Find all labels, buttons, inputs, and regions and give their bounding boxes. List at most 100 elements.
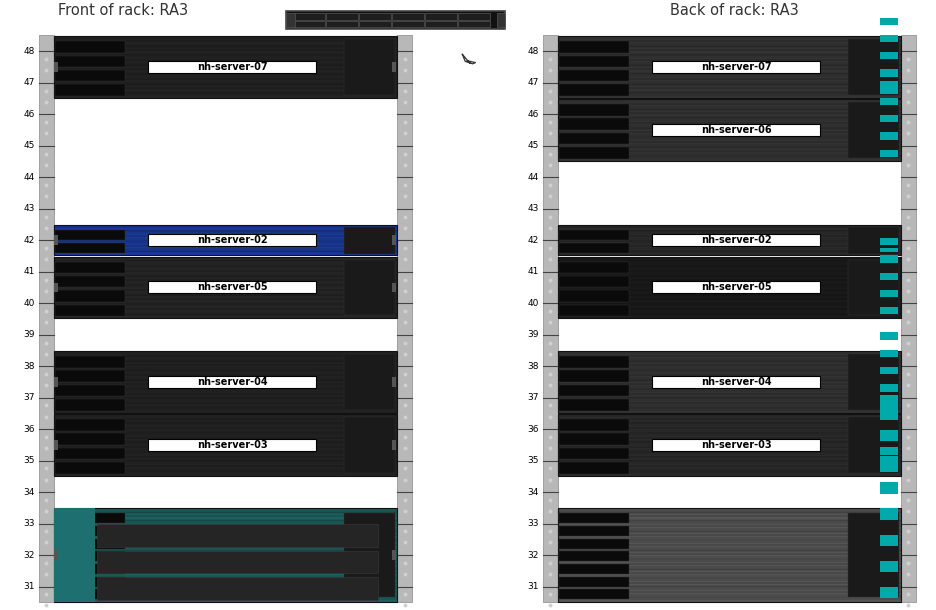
Text: 33: 33 [527,519,539,528]
Bar [560,41,629,52]
Text: 43: 43 [23,204,35,213]
Bar [344,417,395,473]
Bar [327,21,358,27]
Bar [881,70,898,77]
Bar [54,440,58,450]
Bar [54,550,58,560]
Bar [560,276,629,287]
Text: 37: 37 [23,393,35,402]
Bar [55,399,124,411]
Text: Back of rack: RA3: Back of rack: RA3 [669,3,798,18]
Text: 40: 40 [528,299,539,307]
Bar [54,282,58,292]
Bar [53,351,397,413]
Bar [881,483,898,493]
Bar [55,462,124,473]
Bar [848,226,899,254]
Bar [881,35,898,42]
Text: 45: 45 [23,141,35,150]
Text: 42: 42 [23,235,35,245]
Bar [560,370,629,382]
Bar [848,417,899,473]
Bar [96,578,378,600]
Bar [560,104,629,116]
FancyBboxPatch shape [652,439,820,451]
Text: 48: 48 [528,47,539,56]
Bar [881,404,898,415]
Bar [55,576,124,587]
Bar [53,414,397,476]
Bar [560,551,629,561]
Text: nh-server-04: nh-server-04 [197,377,268,387]
Text: nh-server-02: nh-server-02 [197,235,268,245]
Bar [848,260,899,315]
Bar [359,21,391,27]
Bar [558,414,901,476]
Bar [327,13,358,20]
Text: 34: 34 [23,487,35,497]
Text: 36: 36 [23,425,35,434]
Text: nh-server-07: nh-server-07 [701,62,771,72]
Text: 34: 34 [528,487,539,497]
Bar [560,262,629,273]
Bar [55,56,124,67]
Bar [392,235,396,245]
Bar [392,62,396,72]
Text: Front of rack: RA3: Front of rack: RA3 [58,3,188,18]
Text: 48: 48 [23,47,35,56]
Text: 38: 38 [23,362,35,371]
Bar [881,508,898,520]
Bar [881,587,898,598]
Text: nh-server-03: nh-server-03 [197,440,268,450]
Bar [294,21,325,27]
Bar [55,356,124,368]
Bar [55,513,124,523]
Bar [55,448,124,459]
Bar [55,539,124,549]
Text: 31: 31 [23,582,35,591]
Bar [53,509,95,601]
Bar [881,290,898,297]
Bar [397,35,412,602]
Bar [881,447,898,454]
Text: 41: 41 [23,267,35,276]
Bar [53,509,397,601]
Bar [881,534,898,546]
Bar [881,384,898,392]
Bar [560,84,629,96]
Bar [344,39,395,95]
Bar [881,255,898,263]
Bar [560,385,629,397]
Bar [38,35,53,602]
Bar [286,11,505,29]
Bar [558,509,901,601]
Bar [848,39,899,95]
Bar [55,433,124,445]
Bar [497,13,505,27]
Bar [558,351,901,413]
Bar [55,419,124,431]
Bar [359,13,391,20]
Bar [55,385,124,397]
Bar [558,36,901,98]
Text: 35: 35 [23,456,35,465]
Bar [881,87,898,94]
Bar [881,238,898,245]
Bar [55,243,124,253]
Bar [53,35,397,602]
Bar [558,225,901,256]
Text: 46: 46 [23,110,35,119]
Bar [392,282,396,292]
Text: 40: 40 [23,299,35,307]
Bar [560,513,629,523]
Text: 41: 41 [528,267,539,276]
Bar [55,262,124,273]
Text: nh-server-05: nh-server-05 [701,282,771,292]
Bar [881,367,898,375]
Bar [848,102,899,158]
Bar [344,513,395,597]
Bar [901,35,916,602]
Text: 32: 32 [528,551,539,559]
Text: 37: 37 [527,393,539,402]
Bar [560,462,629,473]
